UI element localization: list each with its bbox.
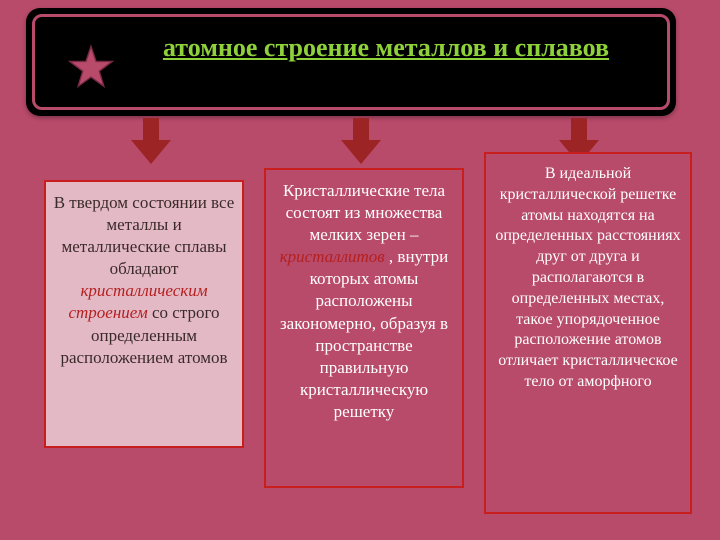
title-box: атомное строение металлов и сплавов	[26, 8, 676, 116]
slide-title: атомное строение металлов и сплавов	[156, 30, 616, 65]
star-icon	[68, 44, 114, 90]
card1-pre: В твердом состоянии все металлы и металл…	[54, 193, 235, 278]
arrow-icon	[340, 118, 382, 164]
info-card-1: В твердом состоянии все металлы и металл…	[44, 180, 244, 448]
arrow-icon	[130, 118, 172, 164]
card2-emphasis: кристаллитов	[280, 247, 385, 266]
card2-pre: Кристаллические тела состоят из множеств…	[283, 181, 445, 244]
slide-root: атомное строение металлов и сплавов В тв…	[0, 0, 720, 540]
card2-post: , внутри которых атомы расположены закон…	[280, 247, 448, 421]
card3-text: В идеальной кристаллической решетке атом…	[495, 165, 680, 390]
info-card-3: В идеальной кристаллической решетке атом…	[484, 152, 692, 514]
info-card-2: Кристаллические тела состоят из множеств…	[264, 168, 464, 488]
